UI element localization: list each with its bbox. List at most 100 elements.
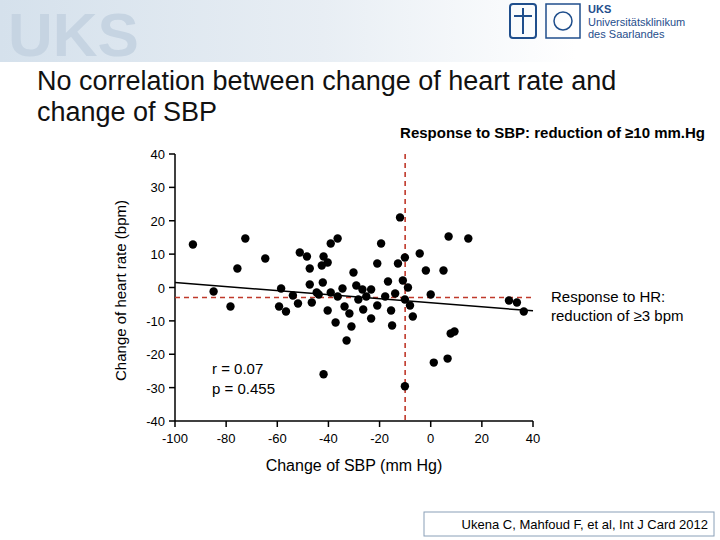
y-tick-label: -30	[146, 381, 165, 396]
point	[396, 213, 404, 221]
point	[444, 232, 452, 240]
point	[388, 321, 396, 329]
point	[406, 301, 414, 309]
point	[261, 254, 269, 262]
point	[331, 318, 339, 326]
x-tick	[277, 421, 279, 427]
logo-icon	[510, 4, 580, 38]
logo-shape	[554, 12, 572, 30]
x-tick	[379, 421, 381, 427]
y-tick-label: -10	[146, 314, 165, 329]
x-tick-label: 20	[475, 431, 489, 446]
annotation: Response to SBP: reduction of ≥10 mm.Hg	[400, 124, 705, 141]
point	[308, 298, 316, 306]
y-tick	[169, 153, 175, 155]
point	[312, 288, 320, 296]
point	[306, 264, 314, 272]
stat: p = 0.455	[212, 380, 275, 397]
x-tick-label: -60	[268, 431, 287, 446]
x-tick	[225, 421, 227, 427]
point	[189, 240, 197, 248]
point	[373, 259, 381, 267]
logo-title: UKS	[588, 3, 611, 15]
point	[354, 295, 362, 303]
y-tick	[169, 420, 175, 422]
point	[233, 264, 241, 272]
y-tick-label: -20	[146, 347, 165, 362]
x-tick	[532, 421, 534, 427]
y-tick	[169, 187, 175, 189]
plot-area	[175, 154, 533, 421]
point	[226, 302, 234, 310]
point	[404, 283, 412, 291]
point	[416, 249, 424, 257]
point	[464, 234, 472, 242]
point	[422, 266, 430, 274]
point	[373, 301, 381, 309]
x-axis	[175, 420, 533, 422]
logo-shape	[522, 8, 524, 34]
point	[327, 239, 335, 247]
logo-shape	[546, 4, 580, 38]
source: Ukena C, Mahfoud F, et al, Int J Card 20…	[462, 517, 708, 532]
point	[340, 302, 348, 310]
point	[430, 358, 438, 366]
point	[377, 239, 385, 247]
point	[209, 287, 217, 295]
point	[399, 276, 407, 284]
point	[394, 259, 402, 267]
stat: r = 0.07	[212, 360, 263, 377]
point	[401, 382, 409, 390]
title: No correlation between change of heart r…	[37, 66, 682, 128]
point	[505, 296, 513, 304]
point	[338, 284, 346, 292]
point	[275, 302, 283, 310]
annotation-line: Response to HR:	[551, 288, 665, 305]
y-tick	[169, 387, 175, 389]
y-tick-label: 40	[151, 147, 165, 162]
point	[294, 299, 302, 307]
x-tick-label: -40	[319, 431, 338, 446]
y-tick	[169, 253, 175, 255]
logo-text: Universitätsklinikum	[588, 16, 685, 28]
x-tick-label: -80	[217, 431, 236, 446]
point	[367, 314, 375, 322]
point	[241, 234, 249, 242]
point	[323, 306, 331, 314]
x-tick-label: -100	[162, 431, 188, 446]
y-tick-label: 0	[158, 281, 165, 296]
y-tick-label: -40	[146, 414, 165, 429]
point	[391, 289, 399, 297]
point	[387, 306, 395, 314]
point	[513, 298, 521, 306]
point	[333, 234, 341, 242]
x-tick-label: 0	[427, 431, 434, 446]
y-tick-label: 20	[151, 214, 165, 229]
point	[381, 292, 389, 300]
x-axis-label: Change of SBP (mm Hg)	[266, 457, 443, 474]
point	[282, 307, 290, 315]
point	[349, 268, 357, 276]
x-tick-label: -20	[370, 431, 389, 446]
y-tick	[169, 354, 175, 356]
point	[306, 280, 314, 288]
point	[520, 307, 528, 315]
point	[427, 290, 435, 298]
point	[439, 266, 447, 274]
point	[277, 284, 285, 292]
point	[401, 253, 409, 261]
point	[384, 277, 392, 285]
source-box	[424, 512, 714, 536]
point	[367, 285, 375, 293]
annotation: Response to HR:reduction of ≥3 bpm	[551, 288, 683, 324]
point	[319, 370, 327, 378]
y-tick	[169, 320, 175, 322]
x-tick	[174, 421, 176, 427]
point	[345, 309, 353, 317]
point	[319, 278, 327, 286]
logo-shape	[510, 4, 536, 38]
point	[362, 292, 370, 300]
y-tick	[169, 220, 175, 222]
point	[289, 291, 297, 299]
point	[303, 252, 311, 260]
